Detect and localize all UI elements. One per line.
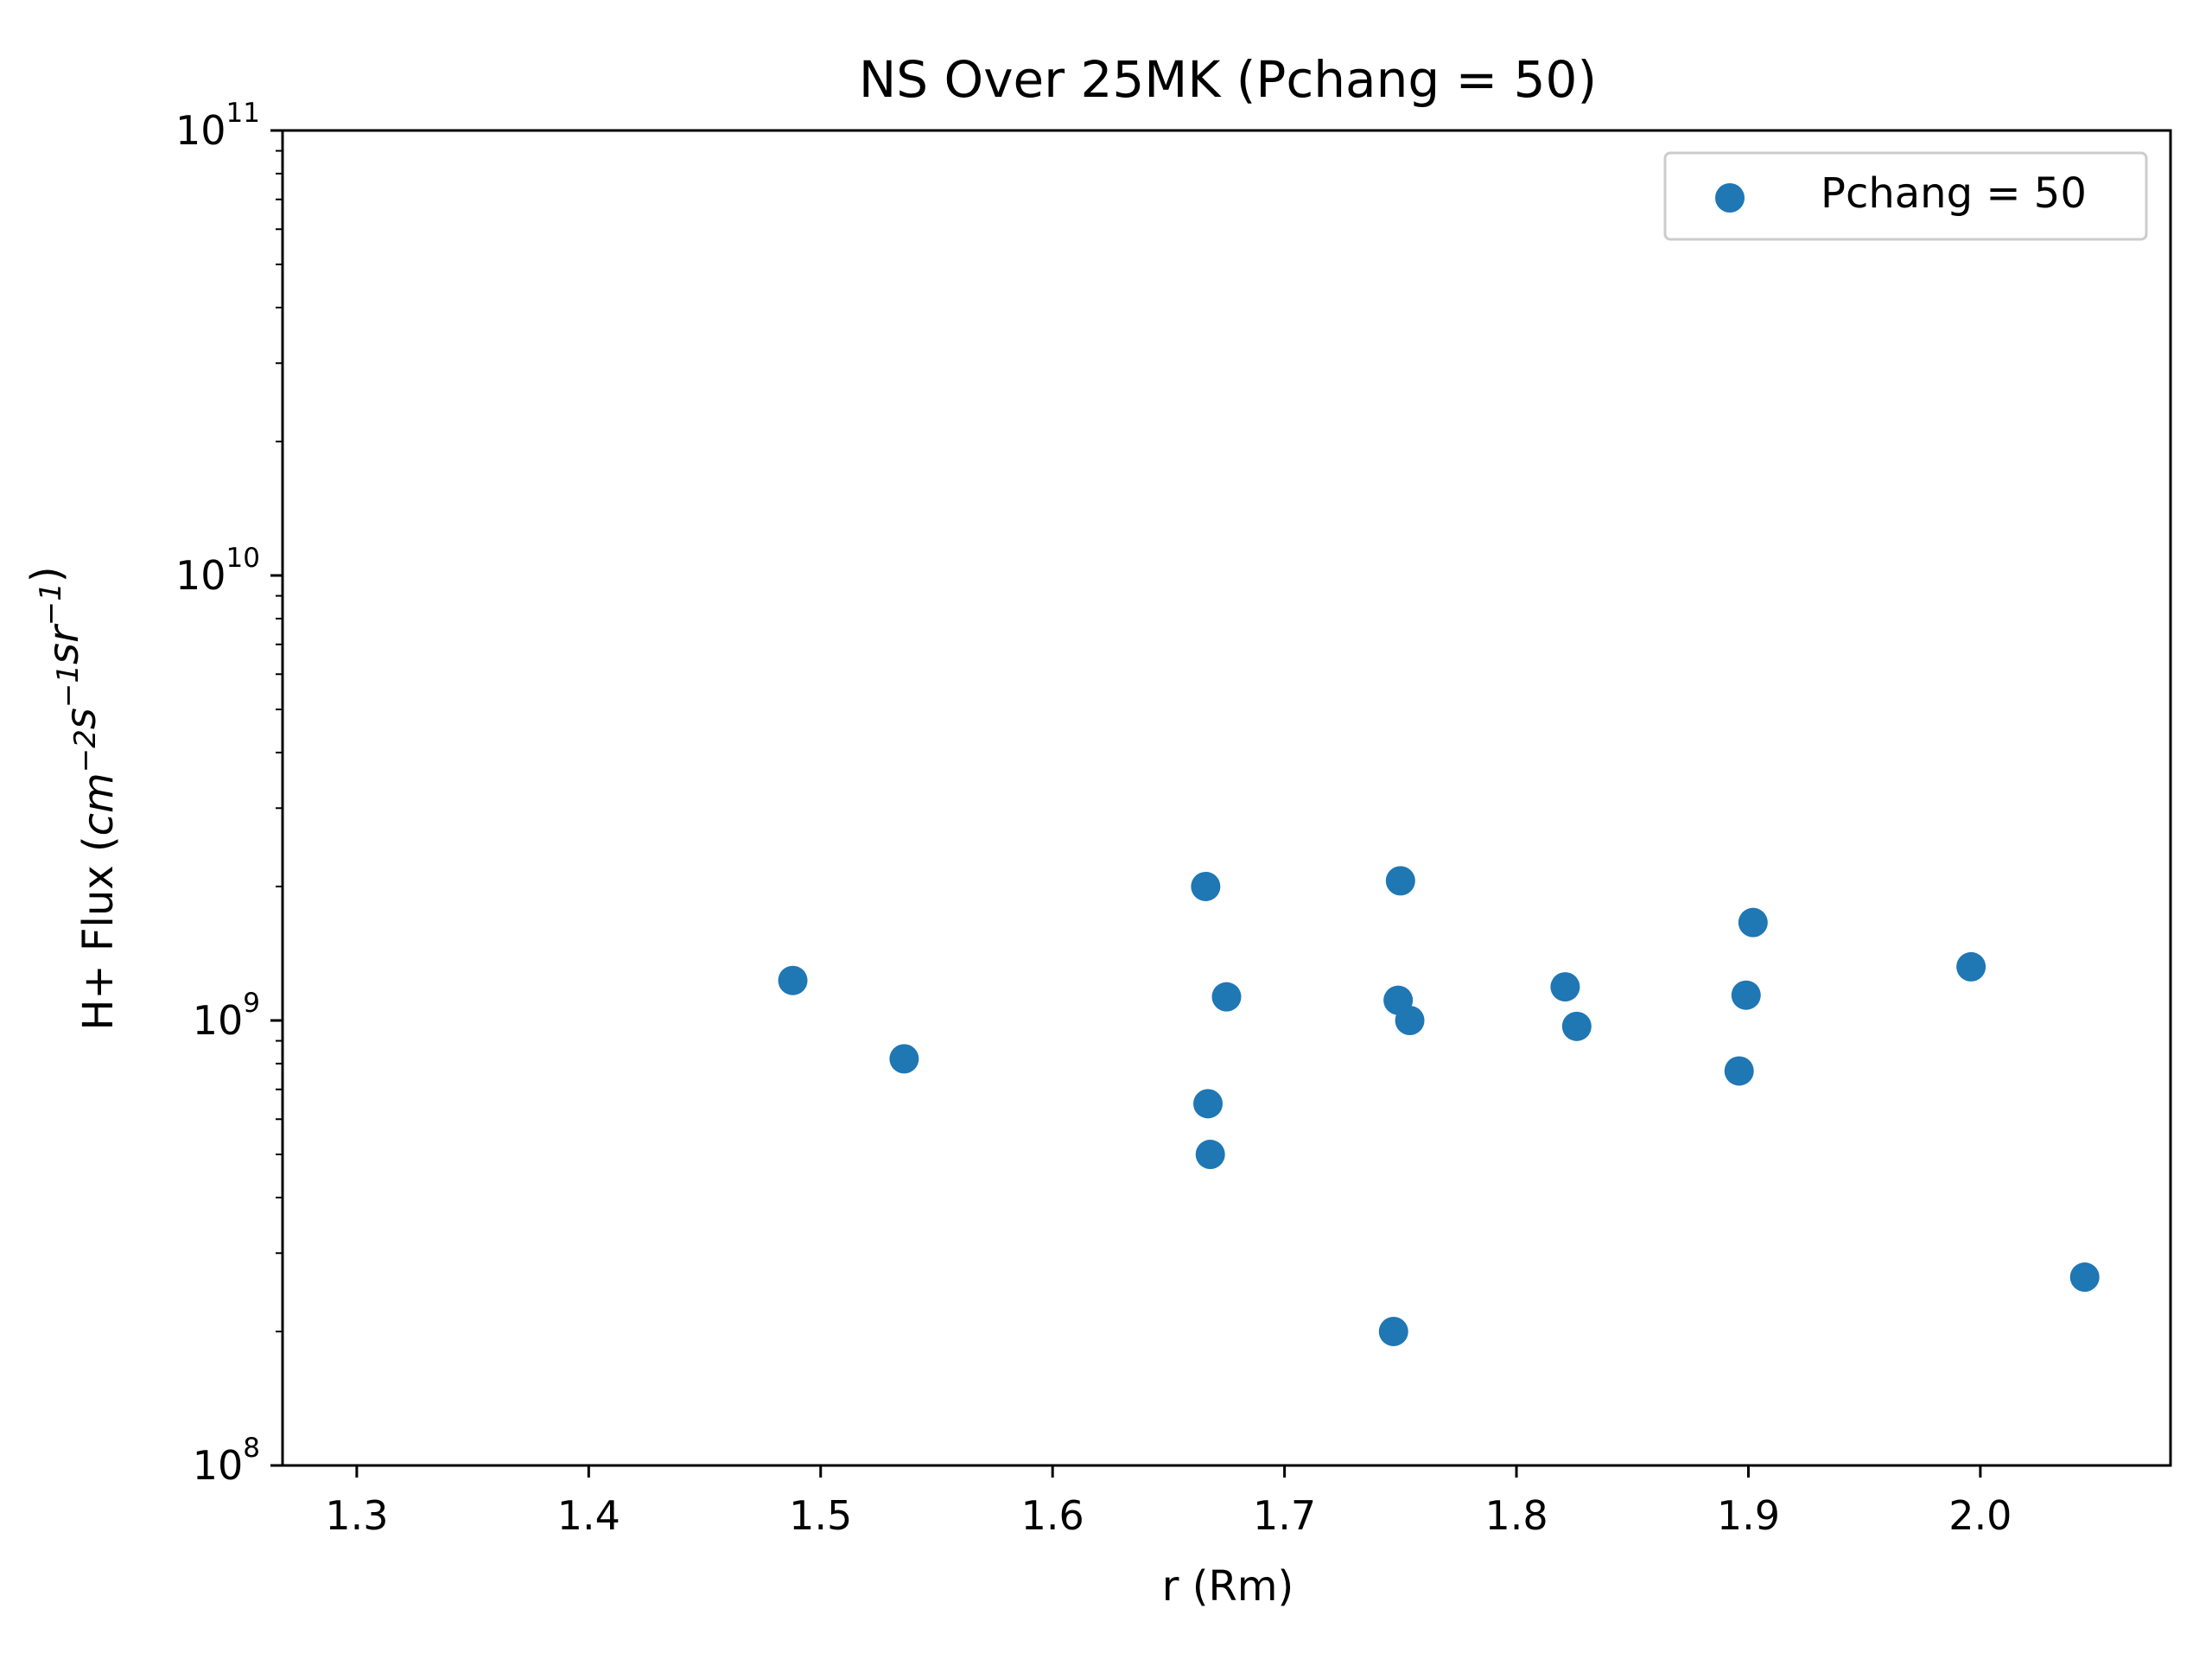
x-tick-label: 1.4 <box>557 1492 620 1539</box>
data-point <box>1193 1089 1224 1119</box>
plot-frame <box>281 129 2172 1467</box>
legend-box <box>1663 151 2148 241</box>
data-point <box>778 965 808 995</box>
x-tick-label: 1.6 <box>1021 1492 1084 1539</box>
legend-marker <box>1715 183 1745 213</box>
data-point <box>1550 972 1580 1002</box>
x-tick-label: 1.7 <box>1253 1492 1316 1539</box>
data-point <box>1378 1316 1408 1346</box>
data-point <box>1385 866 1415 896</box>
x-tick-label: 2.0 <box>1948 1492 2012 1539</box>
x-tick-label: 1.9 <box>1717 1492 1780 1539</box>
data-point <box>1195 1140 1225 1170</box>
x-axis-label: r (Rm) <box>1162 1562 1294 1611</box>
data-point <box>1211 982 1242 1012</box>
chart-title: NS Over 25MK (Pchang = 50) <box>859 50 1597 109</box>
data-point <box>1561 1011 1592 1041</box>
x-tick-label: 1.3 <box>325 1492 388 1539</box>
y-axis-label: H+ Flux (cm−2s−1sr−1) <box>22 566 123 1030</box>
x-tick-label: 1.5 <box>789 1492 852 1539</box>
data-point <box>1191 871 1221 901</box>
data-point <box>889 1044 919 1074</box>
data-points <box>778 866 2100 1346</box>
data-point <box>1731 980 1761 1010</box>
data-point <box>1724 1056 1754 1086</box>
data-point <box>2069 1262 2100 1293</box>
data-point <box>1738 907 1768 938</box>
x-tick-label: 1.8 <box>1484 1492 1548 1539</box>
data-point <box>1956 951 1986 982</box>
data-point <box>1395 1006 1425 1035</box>
legend: Pchang = 50 <box>1663 151 2148 241</box>
legend-label: Pchang = 50 <box>1821 169 2087 218</box>
